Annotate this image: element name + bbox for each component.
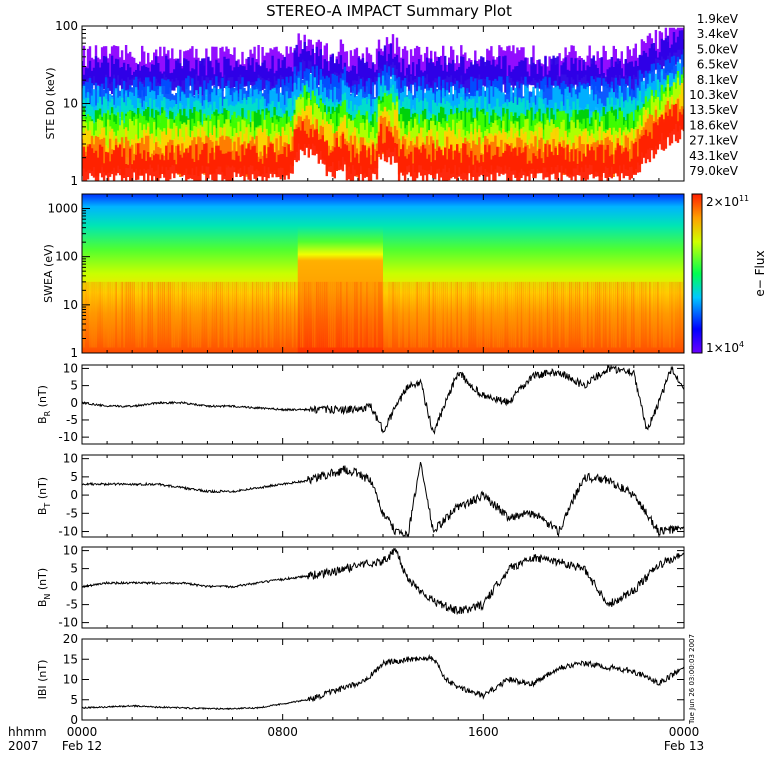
legend-10.3keV: 10.3keV — [689, 88, 739, 102]
swea-panel: 1 10 100 1000 SWEA (eV) — [42, 193, 685, 360]
colorbar-gradient — [691, 193, 703, 354]
ylabel-part: STE D0 (keV) — [44, 68, 57, 140]
time-tick-label: 0800 — [267, 725, 298, 739]
legend-6.5keV: 6.5keV — [697, 58, 739, 72]
legend-1.9keV: 1.9keV — [697, 12, 739, 26]
ylabel-part: (nT) — [36, 385, 49, 411]
ylabel-part: T — [43, 503, 52, 509]
br-ytick-label: 0 — [70, 396, 78, 410]
bmag-ytick-label: 15 — [63, 652, 78, 666]
colorbar-max-label: 2×1011 — [706, 194, 749, 209]
colorbar-min-exp: 4 — [739, 340, 744, 349]
bn-ytick-label: 5 — [70, 562, 78, 576]
swea-ytick-label: 10 — [63, 298, 78, 312]
br-panel: 10 5 0 -5 -10 BR (nT) — [36, 361, 685, 445]
ste-data — [82, 27, 684, 181]
ste-panel: 1 10 100 STE D0 (keV) — [44, 19, 685, 188]
generation-timestamp: Tue Jun 26 03:00:03 2007 — [688, 634, 696, 725]
legend-13.5keV: 13.5keV — [689, 103, 739, 117]
hhmm-label: hhmm — [8, 725, 47, 739]
bn-ytick-label: 10 — [63, 544, 78, 558]
bt-ytick-label: -5 — [66, 506, 78, 520]
ylabel-part: B — [36, 508, 49, 516]
bt-trace — [82, 461, 684, 537]
year-label: 2007 — [8, 739, 39, 753]
date-tick-label: Feb 12 — [62, 739, 102, 753]
br-ylabel: BR (nT) — [36, 385, 52, 424]
bt-data — [82, 461, 684, 537]
br-ytick-label: 5 — [70, 379, 78, 393]
ylabel-part: B — [36, 600, 49, 608]
ste-ytick-label: 1 — [70, 174, 78, 188]
bmag-panel: 20 15 10 5 0 IBI (nT) — [36, 632, 685, 727]
ste-series-79.0keV — [82, 103, 684, 181]
time-tick-label: 1600 — [468, 725, 499, 739]
br-data — [82, 365, 684, 435]
colorbar-min-label: 1×104 — [706, 340, 744, 355]
swea-ytick-label: 100 — [55, 250, 78, 264]
time-tick-label: 0000 — [67, 725, 98, 739]
bn-panel: 10 5 0 -5 -10 BN (nT) — [36, 544, 685, 630]
ste-ytick-label: 10 — [63, 97, 78, 111]
ylabel-part: IBI (nT) — [36, 660, 49, 700]
ste-ytick-label: 100 — [55, 19, 78, 33]
bt-ytick-label: 0 — [70, 488, 78, 502]
bt-frame — [81, 454, 685, 538]
legend-5.0keV: 5.0keV — [697, 42, 739, 56]
ylabel-part: N — [43, 594, 52, 600]
bmag-ytick-label: 20 — [63, 632, 78, 646]
bt-ytick-label: 5 — [70, 470, 78, 484]
bmag-data — [82, 653, 684, 711]
br-ytick-label: 10 — [63, 361, 78, 375]
bmag-ylabel: IBI (nT) — [36, 660, 49, 700]
swea-later-region — [383, 194, 684, 353]
bn-ytick-label: -10 — [58, 616, 78, 630]
colorbar-label: e− Flux — [753, 250, 767, 296]
br-trace — [82, 365, 684, 435]
colorbar-max-exp: 11 — [739, 194, 749, 203]
bn-trace — [82, 547, 684, 616]
swea-ytick-label: 1000 — [47, 201, 78, 215]
swea-heatmap — [82, 194, 684, 353]
bt-ytick-label: 10 — [63, 452, 78, 466]
time-tick-label: 0000 — [669, 725, 700, 739]
legend-79.0keV: 79.0keV — [689, 164, 739, 178]
bt-panel: 10 5 0 -5 -10 BT (nT) — [36, 452, 685, 539]
legend-18.6keV: 18.6keV — [689, 118, 739, 132]
plot-title: STEREO-A IMPACT Summary Plot — [266, 2, 512, 20]
ste-ylabel: STE D0 (keV) — [44, 68, 57, 140]
bmag-ytick-label: 10 — [63, 673, 78, 687]
bn-ytick-label: 0 — [70, 580, 78, 594]
bn-ytick-label: -5 — [66, 598, 78, 612]
legend-8.1keV: 8.1keV — [697, 73, 739, 87]
date-tick-label: Feb 13 — [664, 739, 704, 753]
legend-27.1keV: 27.1keV — [689, 134, 739, 148]
flux-colorbar: 2×1011 1×104 e− Flux — [691, 193, 767, 355]
swea-ytick-label: 1 — [70, 346, 78, 360]
bt-ytick-label: -10 — [58, 525, 78, 539]
ylabel-part: SWEA (eV) — [42, 244, 55, 303]
bmag-ytick-label: 5 — [70, 693, 78, 707]
ylabel-part: B — [36, 416, 49, 424]
ylabel-part: (nT) — [36, 477, 49, 503]
bmag-ytick-label: 0 — [70, 713, 78, 727]
bmag-frame — [81, 638, 685, 721]
bmag-trace — [82, 653, 684, 711]
legend-43.1keV: 43.1keV — [689, 149, 739, 163]
ylabel-part: (nT) — [36, 568, 49, 594]
bn-data — [82, 547, 684, 616]
swea-ylabel: SWEA (eV) — [42, 244, 55, 303]
bn-ylabel: BN (nT) — [36, 568, 52, 607]
legend-3.4keV: 3.4keV — [697, 27, 739, 41]
ylabel-part: R — [43, 410, 52, 416]
br-ytick-label: -5 — [66, 413, 78, 427]
bt-ylabel: BT (nT) — [36, 477, 52, 515]
br-ytick-label: -10 — [58, 430, 78, 444]
